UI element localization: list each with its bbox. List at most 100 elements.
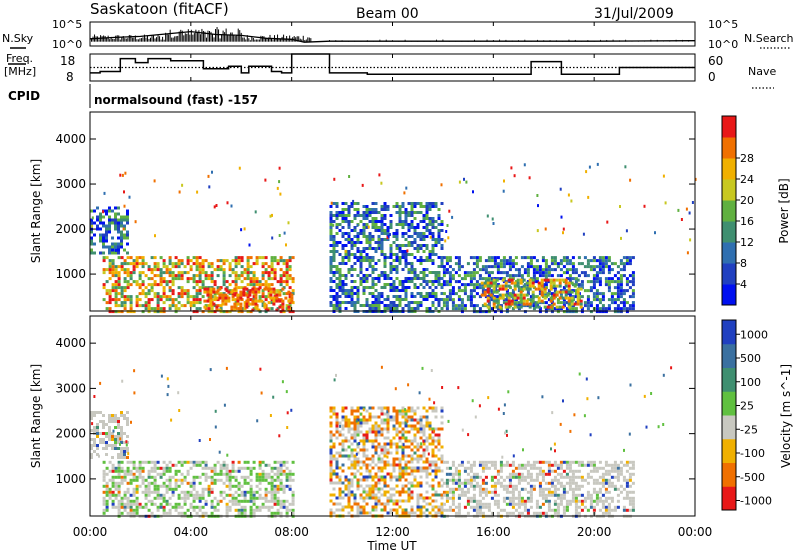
- heatmap-cell: [111, 469, 115, 473]
- heatmap-cell: [362, 508, 366, 512]
- heatmap-cell: [162, 265, 166, 269]
- heatmap-cell: [389, 472, 393, 476]
- heatmap-cell: [159, 280, 163, 284]
- heatmap-cell: [356, 286, 360, 289]
- heatmap-cell: [132, 466, 136, 470]
- heatmap-cell: [258, 463, 262, 467]
- heatmap-cell: [192, 481, 196, 485]
- heatmap-cell: [132, 511, 136, 515]
- heatmap-cell: [576, 290, 580, 294]
- heatmap-cell: [126, 423, 129, 426]
- heatmap-cell: [368, 247, 372, 250]
- heatmap-cell: [273, 502, 277, 506]
- heatmap-cell: [344, 244, 348, 247]
- heatmap-cell: [201, 295, 205, 299]
- heatmap-cell: [416, 445, 420, 449]
- heatmap-cell: [492, 278, 496, 282]
- heatmap-cell: [377, 307, 381, 310]
- heatmap-cell: [362, 274, 366, 277]
- heatmap-cell: [469, 298, 473, 302]
- heatmap-cell: [410, 271, 414, 274]
- freq-label-line1: Freq.: [6, 52, 33, 65]
- heatmap-cell: [162, 499, 166, 503]
- heatmap-cell: [270, 484, 274, 488]
- heatmap-cell: [401, 427, 405, 431]
- heatmap-cell: [502, 262, 506, 266]
- heatmap-cell: [120, 511, 124, 515]
- heatmap-cell: [186, 301, 190, 305]
- heatmap-cell: [484, 505, 488, 509]
- heatmap-cell: [221, 293, 225, 297]
- heatmap-cell: [350, 472, 354, 476]
- heatmap-cell: [329, 244, 333, 247]
- heatmap-cell: [225, 280, 229, 284]
- heatmap-cell: [138, 286, 142, 290]
- heatmap-cell: [365, 211, 369, 214]
- heatmap-cell: [371, 430, 375, 434]
- heatmap-cell: [437, 448, 441, 452]
- heatmap-cell: [529, 463, 533, 467]
- heatmap-cell: [117, 493, 121, 497]
- heatmap-cell: [93, 251, 96, 255]
- heatmap-cell: [434, 409, 438, 413]
- heatmap-cell: [526, 511, 530, 515]
- heatmap-cell: [246, 277, 250, 281]
- heatmap-cell: [238, 166, 241, 170]
- heatmap-cell: [261, 277, 265, 281]
- heatmap-cell: [592, 277, 596, 281]
- heatmap-cell: [108, 292, 112, 296]
- heatmap-cell: [616, 286, 620, 290]
- heatmap-cell: [228, 487, 232, 491]
- colorbar-tick-label: 4: [740, 278, 747, 291]
- heatmap-cell: [105, 484, 109, 488]
- heatmap-cell: [117, 236, 120, 240]
- heatmap-cell: [562, 256, 566, 260]
- heatmap-cell: [246, 475, 250, 479]
- heatmap-cell: [377, 427, 381, 431]
- heatmap-cell: [90, 447, 93, 450]
- heatmap-cell: [225, 508, 229, 512]
- heatmap-cell: [171, 298, 175, 302]
- heatmap-cell: [454, 271, 458, 275]
- heatmap-cell: [511, 274, 515, 278]
- heatmap-cell: [329, 475, 333, 479]
- heatmap-cell: [565, 475, 569, 479]
- heatmap-cell: [201, 262, 205, 266]
- heatmap-cell: [410, 220, 414, 223]
- heatmap-cell: [538, 274, 542, 278]
- heatmap-cell: [168, 502, 172, 506]
- heatmap-cell: [335, 265, 339, 268]
- heatmap-cell: [180, 286, 184, 290]
- heatmap-cell: [234, 469, 238, 473]
- heatmap-cell: [261, 274, 265, 278]
- heatmap-cell: [568, 268, 572, 272]
- heatmap-cell: [544, 262, 548, 266]
- heatmap-cell: [507, 302, 511, 306]
- heatmap-cell: [266, 287, 270, 291]
- heatmap-cell: [407, 430, 411, 434]
- heatmap-cell: [108, 490, 112, 494]
- heatmap-cell: [120, 301, 124, 305]
- heatmap-cell: [111, 259, 115, 263]
- heatmap-cell: [547, 493, 551, 497]
- heatmap-cell: [255, 256, 259, 260]
- heatmap-cell: [171, 487, 175, 491]
- heatmap-cell: [93, 233, 96, 237]
- heatmap-cell: [619, 289, 623, 293]
- heatmap-cell: [162, 286, 166, 290]
- heatmap-cell: [335, 424, 339, 428]
- heatmap-cell: [398, 475, 402, 479]
- heatmap-cell: [144, 493, 148, 497]
- heatmap-cell: [189, 304, 193, 308]
- heatmap-cell: [538, 469, 542, 473]
- heatmap-cell: [401, 511, 405, 515]
- heatmap-cell: [454, 280, 458, 284]
- heatmap-cell: [454, 292, 458, 296]
- heatmap-cell: [619, 301, 623, 305]
- heatmap-cell: [249, 490, 253, 494]
- heatmap-cell: [549, 278, 553, 282]
- heatmap-cell: [114, 438, 117, 441]
- heatmap-cell: [141, 310, 145, 314]
- heatmap-cell: [410, 268, 414, 271]
- heatmap-cell: [448, 271, 452, 275]
